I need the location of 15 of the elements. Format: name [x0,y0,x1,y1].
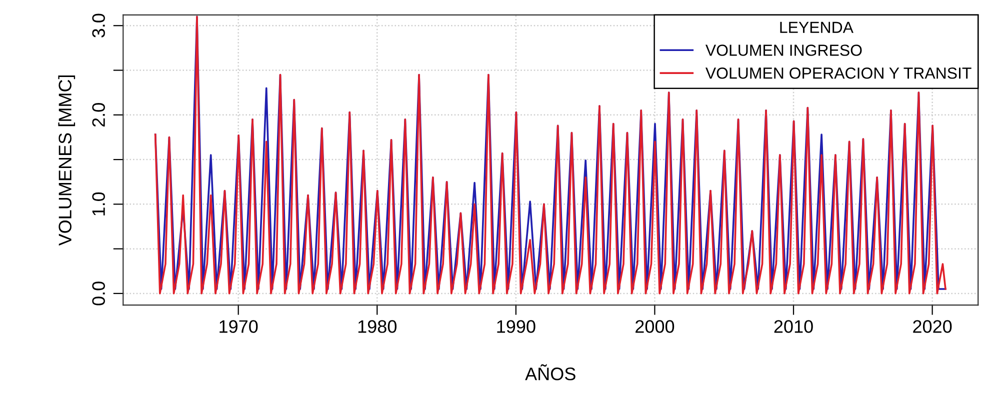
x-tick-label: 2000 [636,320,674,333]
legend-label: VOLUMEN INGRESO [705,44,862,56]
x-tick-label: 2020 [913,320,952,333]
legend-title: LEYENDA [780,22,854,33]
y-tick-label: 3.0 [92,14,105,38]
y-axis-title: VOLUMENES [MMC] [58,76,76,246]
x-axis-title: AÑOS [525,364,576,380]
y-tick-label: 1.0 [92,192,105,216]
x-tick-label: 1980 [358,320,397,333]
x-tick-label: 1970 [220,320,258,333]
y-tick-label: 2.0 [92,103,105,127]
legend-label: VOLUMEN OPERACION Y TRANSIT [705,67,972,79]
x-tick-label: 1990 [497,320,536,333]
y-tick-label: 0.0 [92,282,105,306]
x-tick-label: 2010 [774,320,813,333]
